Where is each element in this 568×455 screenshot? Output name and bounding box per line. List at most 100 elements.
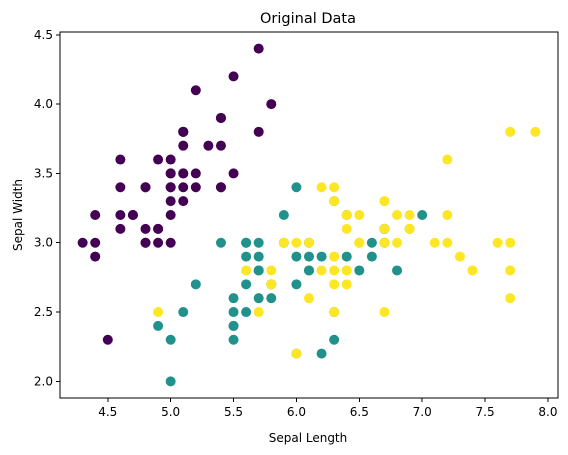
y-tick-label: 2.0 — [34, 374, 53, 388]
data-point — [366, 237, 377, 248]
data-point — [266, 265, 277, 276]
data-point — [127, 210, 138, 220]
data-point — [165, 237, 176, 248]
data-point — [165, 196, 176, 207]
data-point — [341, 265, 352, 276]
data-point — [190, 168, 201, 179]
data-point — [505, 237, 516, 248]
x-tick-label: 7.5 — [476, 405, 495, 419]
data-point — [253, 265, 264, 276]
plot-frame — [59, 31, 559, 399]
data-point — [467, 265, 478, 276]
data-point — [329, 279, 340, 290]
data-point — [228, 71, 239, 82]
data-point — [253, 293, 264, 304]
x-tick-label: 7.0 — [413, 405, 432, 419]
data-point — [165, 154, 176, 165]
y-tick-label: 4.5 — [34, 28, 53, 42]
data-point — [304, 293, 314, 304]
data-point — [77, 237, 88, 248]
data-point — [253, 237, 264, 248]
data-point — [329, 182, 340, 193]
data-point — [90, 251, 101, 262]
data-point — [442, 237, 453, 248]
data-point — [379, 307, 390, 318]
data-point — [190, 182, 201, 193]
points-layer — [77, 43, 541, 387]
data-point — [266, 279, 277, 290]
data-point — [215, 237, 226, 248]
x-axis: 4.5 5.0 5.5 6.0 6.5 7.0 7.5 8.0 — [98, 398, 557, 419]
data-point — [291, 251, 302, 262]
chart-title: Original Data — [260, 11, 356, 27]
x-tick-label: 5.5 — [224, 405, 243, 419]
data-point — [454, 251, 465, 262]
data-point — [304, 265, 314, 276]
data-point — [241, 265, 252, 276]
data-point — [417, 210, 428, 220]
data-point — [215, 140, 226, 151]
data-point — [253, 43, 264, 54]
data-point — [316, 265, 327, 276]
data-point — [530, 126, 541, 137]
data-point — [266, 99, 277, 110]
data-point — [316, 348, 327, 359]
data-point — [492, 237, 503, 248]
data-point — [341, 210, 352, 220]
data-point — [153, 237, 164, 248]
data-point — [329, 307, 340, 318]
data-point — [278, 237, 289, 248]
x-tick-label: 6.0 — [287, 405, 306, 419]
data-point — [329, 265, 340, 276]
data-point — [316, 251, 327, 262]
data-point — [90, 210, 101, 220]
data-point — [341, 279, 352, 290]
data-point — [379, 237, 390, 248]
data-point — [304, 237, 314, 248]
data-point — [115, 210, 126, 220]
x-axis-label: Sepal Length — [269, 431, 348, 445]
data-point — [140, 237, 151, 248]
data-point — [278, 210, 289, 220]
data-point — [102, 334, 113, 345]
x-tick-label: 4.5 — [98, 405, 117, 419]
data-point — [253, 307, 264, 318]
data-point — [215, 112, 226, 123]
y-axis-label: Sepal Width — [11, 179, 25, 251]
data-point — [291, 237, 302, 248]
data-point — [140, 182, 151, 193]
data-point — [253, 251, 264, 262]
y-tick-label: 4.0 — [34, 97, 53, 111]
data-point — [505, 126, 516, 137]
data-point — [329, 251, 340, 262]
data-point — [266, 293, 277, 304]
data-point — [329, 196, 340, 207]
data-point — [241, 279, 252, 290]
data-point — [190, 279, 201, 290]
x-tick-label: 6.5 — [350, 405, 369, 419]
y-axis: 2.0 2.5 3.0 3.5 4.0 4.5 — [34, 28, 60, 388]
data-point — [429, 237, 440, 248]
data-point — [153, 320, 164, 331]
data-point — [366, 251, 377, 262]
data-point — [392, 265, 403, 276]
data-point — [404, 210, 415, 220]
data-point — [505, 293, 516, 304]
data-point — [178, 168, 189, 179]
data-point — [442, 210, 453, 220]
data-point — [178, 140, 189, 151]
data-point — [228, 307, 239, 318]
data-point — [178, 196, 189, 207]
data-point — [392, 237, 403, 248]
data-point — [379, 196, 390, 207]
data-point — [165, 334, 176, 345]
data-point — [165, 182, 176, 193]
data-point — [354, 210, 365, 220]
data-point — [228, 293, 239, 304]
data-point — [178, 126, 189, 137]
data-point — [178, 307, 189, 318]
data-point — [228, 334, 239, 345]
data-point — [165, 376, 176, 387]
data-point — [228, 320, 239, 331]
